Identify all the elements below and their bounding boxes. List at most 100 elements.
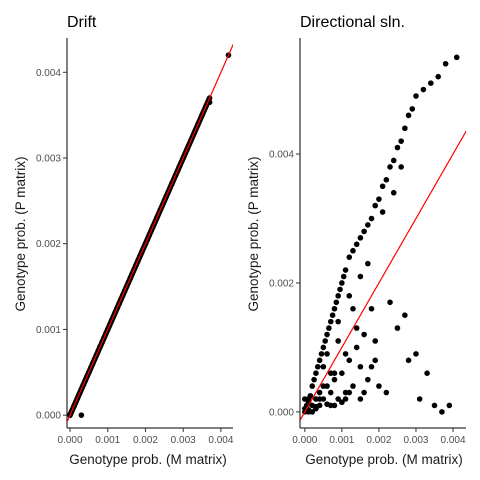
directional-y-axis-label: Genotype prob. (P matrix) (246, 156, 261, 311)
drift-data-point (78, 412, 85, 418)
directional-data-point (442, 60, 449, 67)
directional-x-tick-label: 0.000 (292, 435, 317, 446)
directional-data-point (350, 247, 356, 254)
directional-data-point (372, 357, 379, 364)
drift-y-tick-label: 0.002 (36, 239, 61, 250)
directional-data-point (398, 138, 404, 144)
directional-data-point (311, 376, 317, 383)
directional-data-point (398, 164, 404, 170)
directional-data-point (346, 357, 353, 364)
directional-data-point (390, 189, 397, 196)
drift-panel: Drift Genotype prob. (M matrix) Genotype… (13, 14, 234, 467)
drift-y-tick-label: 0.001 (36, 325, 61, 336)
drift-y-tick-label: 0.004 (36, 68, 61, 79)
directional-data-point (346, 293, 353, 299)
directional-data-point (446, 402, 453, 409)
drift-x-tick-label: 0.001 (95, 435, 120, 446)
directional-data-point (383, 389, 390, 396)
directional-data-point (365, 260, 371, 267)
directional-data-point (405, 357, 412, 364)
directional-data-point (326, 325, 332, 331)
directional-data-point (335, 293, 341, 299)
directional-data-point (350, 305, 356, 312)
directional-data-point (339, 370, 345, 377)
directional-data-point (365, 376, 371, 383)
drift-x-axis-label: Genotype prob. (M matrix) (69, 452, 227, 467)
directional-data-point (431, 402, 438, 409)
directional-data-point (379, 209, 386, 215)
directional-data-point (322, 338, 328, 344)
directional-data-point (327, 370, 334, 377)
directional-data-point (335, 338, 341, 344)
directional-data-point (316, 389, 323, 396)
directional-data-point (387, 299, 393, 306)
directional-data-point (335, 396, 341, 402)
directional-data-point (368, 305, 375, 312)
directional-data-point (357, 363, 364, 370)
directional-data-point (337, 286, 343, 293)
directional-data-point (413, 351, 419, 357)
directional-y-tick-label: 0.002 (269, 278, 294, 289)
directional-y-tick-label: 0.000 (269, 407, 294, 418)
directional-plot-area (300, 54, 466, 421)
directional-data-point (353, 344, 360, 351)
directional-data-point (329, 312, 336, 318)
directional-data-point (413, 93, 419, 99)
directional-data-point (302, 396, 308, 402)
directional-data-point (353, 241, 360, 248)
drift-y-tick-label: 0.003 (36, 154, 61, 165)
directional-data-point (357, 273, 364, 280)
directional-data-point (390, 157, 397, 164)
directional-y-tick-label: 0.004 (269, 150, 294, 161)
directional-data-point (331, 402, 338, 409)
directional-data-point (416, 396, 423, 402)
drift-plot-area (67, 43, 233, 423)
directional-data-point (405, 112, 412, 119)
directional-data-point (324, 351, 330, 357)
drift-y-tick-label: 0.000 (36, 411, 61, 422)
directional-data-point (424, 370, 430, 377)
directional-data-point (314, 363, 321, 370)
directional-data-point (342, 267, 349, 273)
directional-data-point (313, 370, 319, 377)
directional-data-point (324, 401, 330, 407)
directional-data-point (420, 86, 427, 93)
directional-data-point (307, 392, 314, 399)
directional-data-point (324, 331, 330, 338)
directional-data-point (365, 222, 371, 228)
directional-data-point (318, 351, 325, 357)
directional-data-point (376, 196, 382, 202)
directional-data-point (409, 106, 416, 112)
directional-data-point (340, 273, 347, 280)
directional-data-point (331, 376, 338, 383)
directional-data-point (346, 254, 353, 260)
directional-data-point (387, 164, 393, 170)
directional-data-point (368, 215, 375, 222)
directional-data-point (316, 357, 323, 364)
directional-data-point (333, 299, 340, 306)
directional-data-point (327, 389, 334, 396)
directional-data-point (320, 344, 327, 351)
drift-y-axis-label: Genotype prob. (P matrix) (13, 156, 28, 311)
directional-data-point (402, 312, 408, 318)
drift-x-tick-label: 0.000 (58, 435, 83, 446)
directional-data-point (313, 403, 319, 410)
directional-data-point (402, 125, 408, 132)
directional-data-point (327, 318, 334, 325)
drift-x-tick-label: 0.004 (208, 435, 233, 446)
directional-x-axis-label: Genotype prob. (M matrix) (305, 452, 463, 467)
directional-x-tick-label: 0.003 (403, 435, 428, 446)
directional-data-point (361, 228, 367, 235)
directional-data-point (339, 399, 345, 406)
directional-data-point (435, 73, 442, 80)
directional-data-point (394, 325, 401, 331)
directional-data-point (342, 396, 349, 402)
directional-panel-title: Directional sln. (300, 14, 405, 31)
directional-data-point (439, 409, 445, 415)
directional-data-point (379, 183, 386, 190)
directional-data-point (427, 80, 434, 86)
directional-data-point (357, 396, 364, 402)
directional-data-point (453, 54, 460, 61)
drift-reference-line (67, 43, 233, 423)
